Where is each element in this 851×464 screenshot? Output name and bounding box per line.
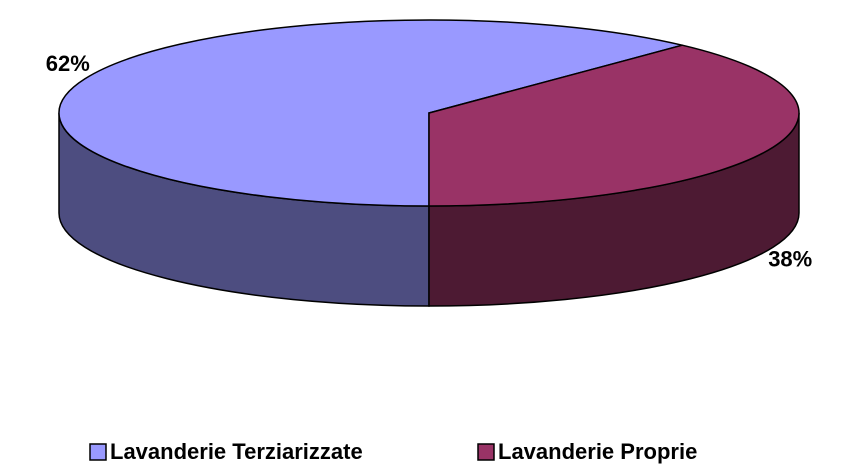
legend-label: Lavanderie Terziarizzate xyxy=(110,439,363,464)
data-label: 62% xyxy=(46,51,90,76)
legend-label: Lavanderie Proprie xyxy=(498,439,697,464)
legend-swatch xyxy=(89,443,107,461)
slice-top xyxy=(58,19,683,207)
data-label: 38% xyxy=(768,247,812,272)
slice-top xyxy=(428,44,800,207)
legend-swatch xyxy=(477,443,495,461)
tops xyxy=(58,19,800,207)
